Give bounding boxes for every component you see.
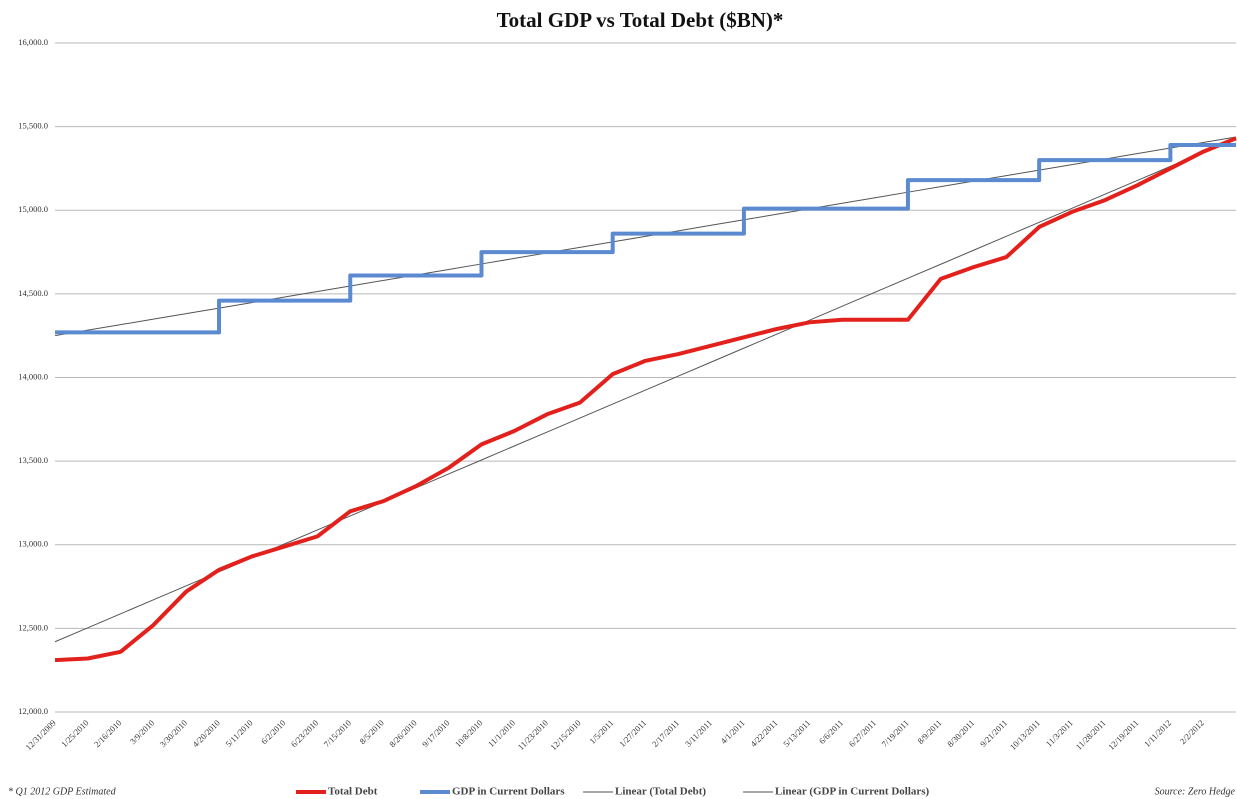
x-tick-label: 11/23/2010 — [516, 718, 550, 752]
series-line — [54, 136, 1237, 663]
legend-label: Total Debt — [328, 786, 378, 798]
x-tick-label: 7/19/2011 — [880, 718, 911, 749]
x-tick-label: 10/8/2010 — [453, 718, 484, 749]
x-tick-label: 3/11/2011 — [683, 718, 714, 749]
x-tick-label: 6/23/2010 — [289, 718, 320, 749]
y-tick-label: 12,500.0 — [18, 622, 48, 632]
x-tick-label: 10/13/2011 — [1008, 718, 1042, 752]
x-tick-label: 1/11/2012 — [1142, 718, 1173, 749]
y-tick-label: 15,500.0 — [18, 121, 48, 131]
x-tick-label: 11/1/2010 — [486, 718, 517, 749]
x-tick-label: 8/5/2010 — [357, 718, 385, 746]
x-tick-label: 11/3/2011 — [1044, 718, 1075, 749]
y-tick-label: 13,000.0 — [18, 539, 48, 549]
chart-title: Total GDP vs Total Debt ($BN)* — [497, 8, 784, 32]
x-tick-label: 1/25/2010 — [59, 718, 90, 749]
x-tick-label: 6/2/2010 — [259, 718, 287, 746]
x-tick-label: 8/9/2011 — [915, 718, 943, 746]
x-tick-label: 4/1/2011 — [718, 718, 746, 746]
x-tick-label: 8/26/2010 — [387, 718, 418, 749]
x-tick-label: 12/15/2010 — [548, 718, 582, 752]
x-tick-label: 6/6/2011 — [817, 718, 845, 746]
y-tick-label: 14,000.0 — [18, 371, 48, 381]
x-tick-label: 12/19/2011 — [1106, 718, 1140, 752]
y-tick-label: 14,500.0 — [18, 288, 48, 298]
x-tick-label: 4/22/2011 — [748, 718, 779, 749]
x-tick-label: 1/5/2011 — [587, 718, 615, 746]
x-tick-label: 6/27/2011 — [847, 718, 878, 749]
x-tick-label: 9/17/2010 — [420, 718, 451, 749]
x-tick-label: 12/31/2009 — [23, 718, 57, 752]
series-line — [55, 143, 1236, 335]
y-tick-label: 16,000.0 — [18, 37, 48, 47]
y-tick-label: 12,000.0 — [18, 706, 48, 716]
x-tick-label: 5/13/2011 — [781, 718, 812, 749]
x-tick-label: 2/2/2012 — [1178, 718, 1206, 746]
series-line — [54, 136, 1237, 337]
x-tick-label: 4/20/2010 — [190, 718, 221, 749]
x-tick-label: 5/11/2010 — [223, 718, 254, 749]
source: Source: Zero Hedge — [1155, 786, 1236, 797]
footnote: * Q1 2012 GDP Estimated — [8, 786, 117, 797]
x-tick-label: 1/27/2011 — [617, 718, 648, 749]
y-tick-label: 13,500.0 — [18, 455, 48, 465]
y-tick-label: 15,000.0 — [18, 204, 48, 214]
x-tick-label: 2/17/2011 — [650, 718, 681, 749]
x-tick-label: 9/21/2011 — [978, 718, 1009, 749]
x-tick-label: 7/15/2010 — [322, 718, 353, 749]
x-tick-label: 2/16/2010 — [92, 718, 123, 749]
legend-label: Linear (Total Debt) — [615, 786, 706, 798]
legend-label: Linear (GDP in Current Dollars) — [775, 786, 930, 798]
x-tick-label: 11/28/2011 — [1074, 718, 1108, 752]
x-tick-label: 3/9/2010 — [128, 718, 156, 746]
x-tick-label: 3/30/2010 — [158, 718, 189, 749]
legend-label: GDP in Current Dollars — [452, 786, 565, 798]
x-tick-label: 8/30/2011 — [945, 718, 976, 749]
